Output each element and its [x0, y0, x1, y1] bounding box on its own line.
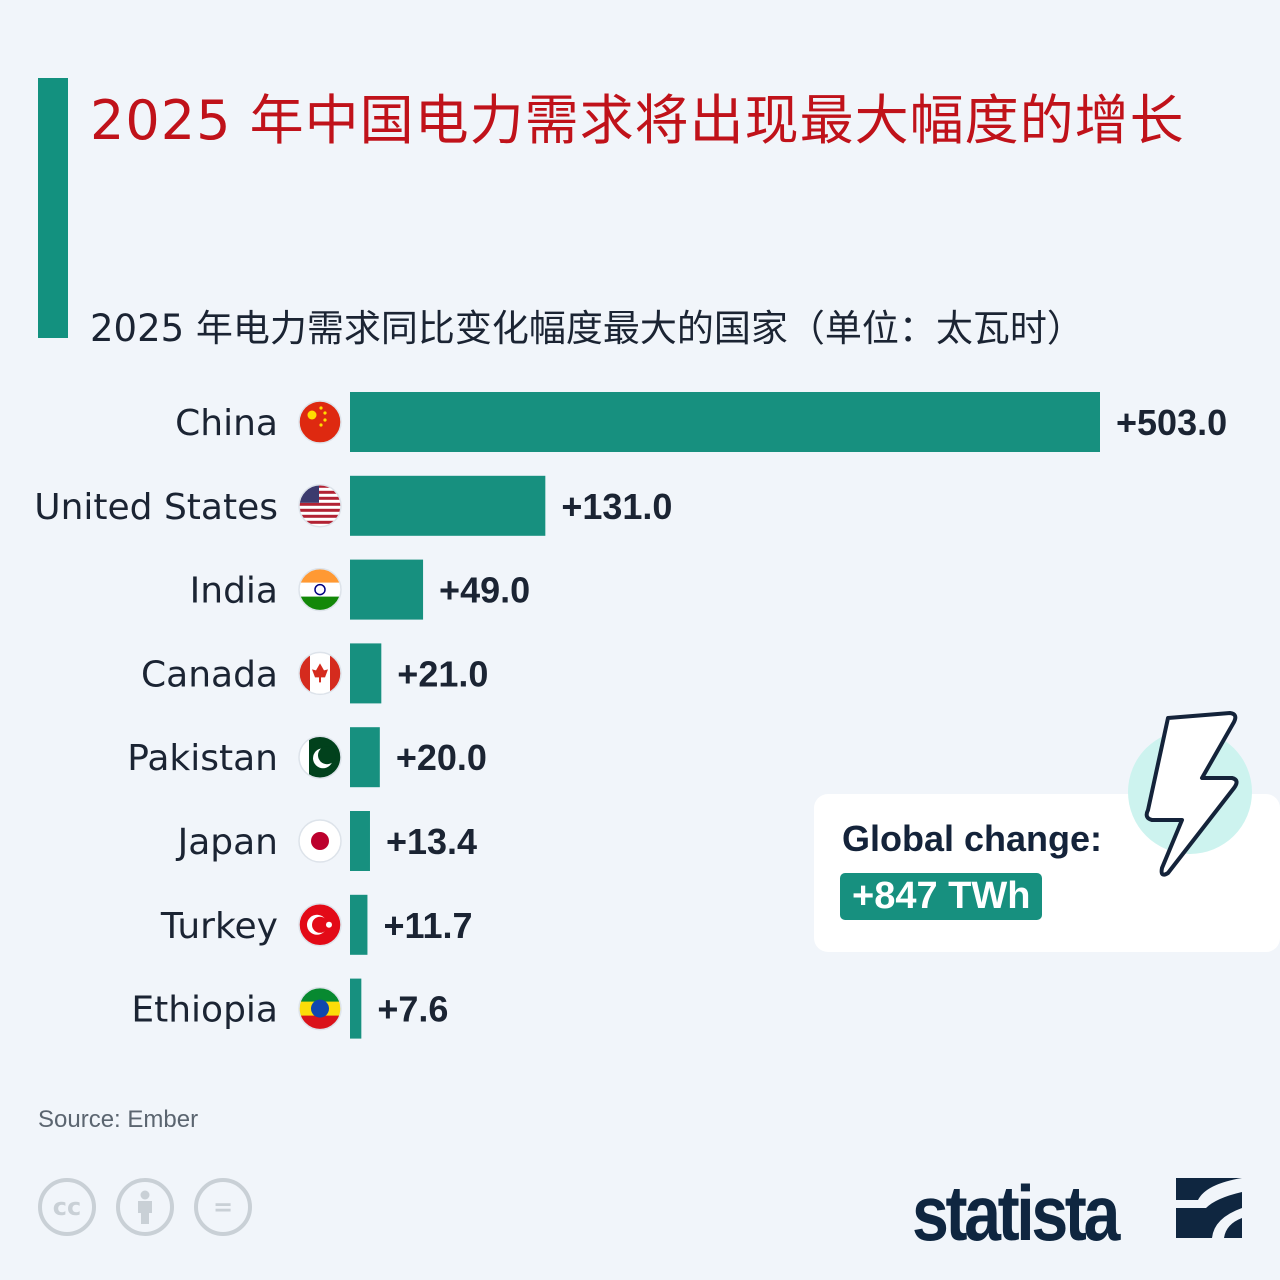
statista-logo[interactable]: statista: [912, 1169, 1120, 1257]
flag-icon-ethiopia: [298, 986, 342, 1031]
category-label: India: [190, 571, 278, 612]
flag-icon-turkey: [298, 903, 342, 947]
attribution-icon[interactable]: [116, 1178, 174, 1236]
category-label: China: [175, 403, 278, 444]
data-label: +49.0: [439, 570, 530, 611]
bar[interactable]: [350, 559, 424, 620]
bar[interactable]: [350, 811, 370, 871]
category-label: Pakistan: [127, 738, 278, 779]
bar[interactable]: [350, 643, 382, 704]
source-note: Source: Ember: [38, 1106, 199, 1133]
statista-logo-mark-icon: [1176, 1178, 1242, 1238]
category-label: Canada: [141, 654, 278, 695]
title-accent-bar: [38, 78, 68, 338]
lightning-bolt-icon: [1128, 711, 1252, 877]
data-label: +20.0: [396, 737, 487, 778]
data-label: +503.0: [1116, 402, 1227, 443]
data-label: +7.6: [377, 989, 448, 1030]
bar[interactable]: [350, 978, 362, 1039]
chart-subtitle: 2025 年电力需求同比变化幅度最大的国家（单位：太瓦时）: [90, 307, 1084, 350]
global-change-value: +847 TWh: [840, 873, 1043, 920]
data-label: +11.7: [383, 905, 472, 946]
bar[interactable]: [350, 894, 368, 955]
flag-icon-canada: [298, 651, 342, 696]
flag-icon-united-states: [298, 484, 342, 528]
category-label: Japan: [176, 822, 278, 863]
bar-chart: China +503.0 United States +131.0 India +49.0…: [34, 392, 1227, 1039]
global-change-label: Global change:: [842, 818, 1103, 859]
category-label: United States: [34, 487, 278, 528]
flag-icon-china: [298, 400, 342, 444]
bar[interactable]: [350, 475, 546, 536]
category-label: Turkey: [160, 906, 278, 947]
data-label: +13.4: [386, 821, 477, 862]
bar[interactable]: [350, 392, 1100, 452]
flag-icon-pakistan: [298, 735, 342, 779]
flag-icon-india: [298, 567, 342, 612]
category-label: Ethiopia: [131, 990, 278, 1031]
flag-icon-japan: [298, 819, 342, 863]
no-derivatives-icon[interactable]: =: [194, 1178, 252, 1236]
bar[interactable]: [350, 727, 380, 788]
data-label: +21.0: [397, 653, 488, 694]
data-label: +131.0: [561, 486, 672, 527]
creative-commons-icon[interactable]: cc: [38, 1178, 96, 1236]
chart-title: 2025 年中国电力需求将出现最大幅度的增长: [90, 89, 1185, 152]
